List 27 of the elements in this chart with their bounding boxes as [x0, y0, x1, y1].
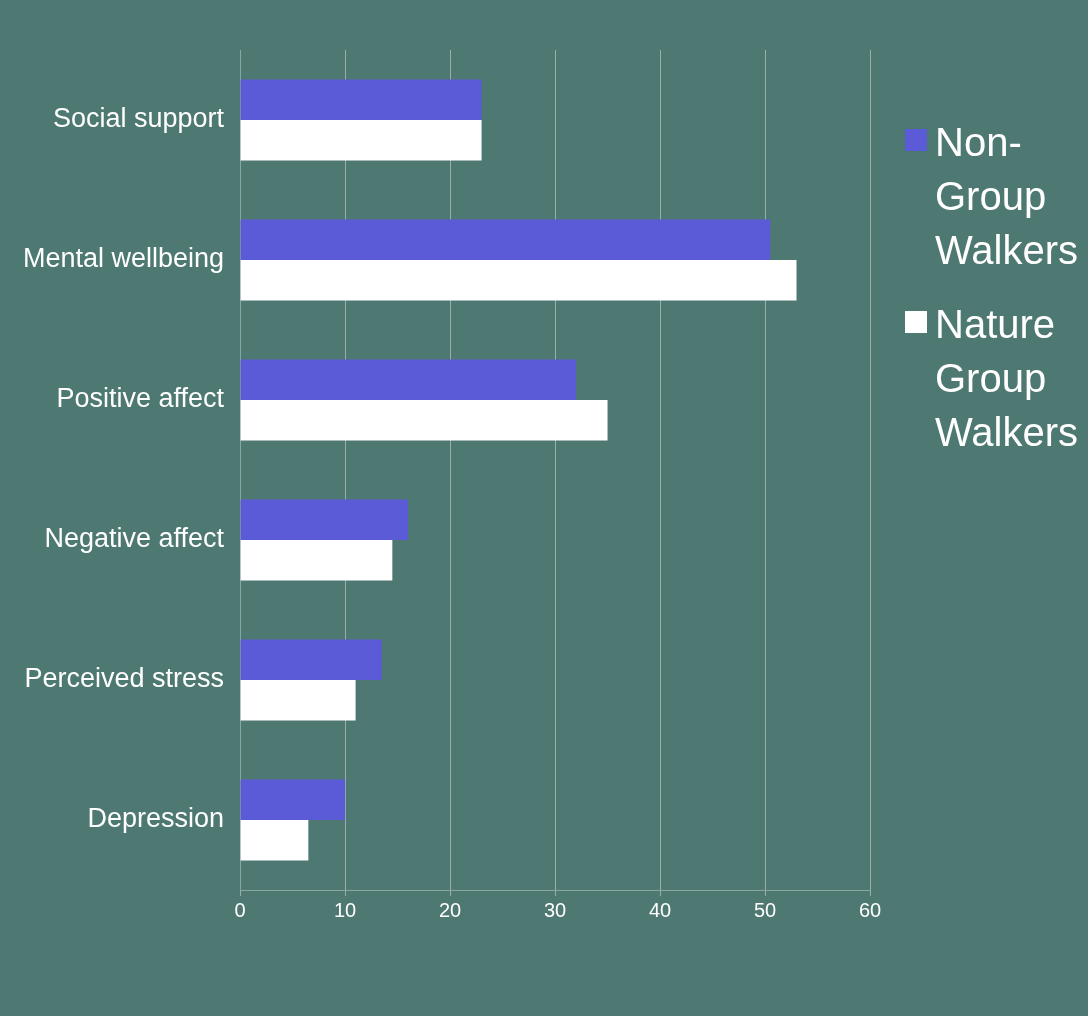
legend-label: Non-Group Walkers [935, 119, 1079, 274]
bar [240, 779, 346, 820]
y-tick-label: Depression [87, 803, 225, 834]
bar [240, 359, 577, 400]
x-tick-label: 40 [648, 898, 672, 921]
y-tick-label: Social support [53, 103, 225, 134]
bar [240, 79, 482, 120]
y-tick-label: Positive affect [56, 383, 225, 414]
y-tick-label: Mental wellbeing [22, 243, 225, 274]
bar [240, 260, 797, 301]
legend-label: Nature Group Walkers [935, 301, 1079, 456]
x-tick-label: 0 [234, 898, 246, 921]
bar [240, 639, 382, 680]
bar [240, 540, 393, 581]
y-tick-label: Perceived stress [24, 663, 225, 694]
bar [240, 820, 309, 861]
bar [240, 219, 771, 260]
bar [240, 680, 356, 721]
x-tick-label: 60 [858, 898, 882, 921]
y-tick-label: Negative affect [44, 523, 225, 554]
bar [240, 400, 608, 441]
x-tick-label: 30 [543, 898, 567, 921]
x-tick-label: 50 [753, 898, 777, 921]
x-tick-label: 20 [438, 898, 462, 921]
bar [240, 499, 409, 540]
bar [240, 120, 482, 161]
x-tick-label: 10 [333, 898, 357, 921]
